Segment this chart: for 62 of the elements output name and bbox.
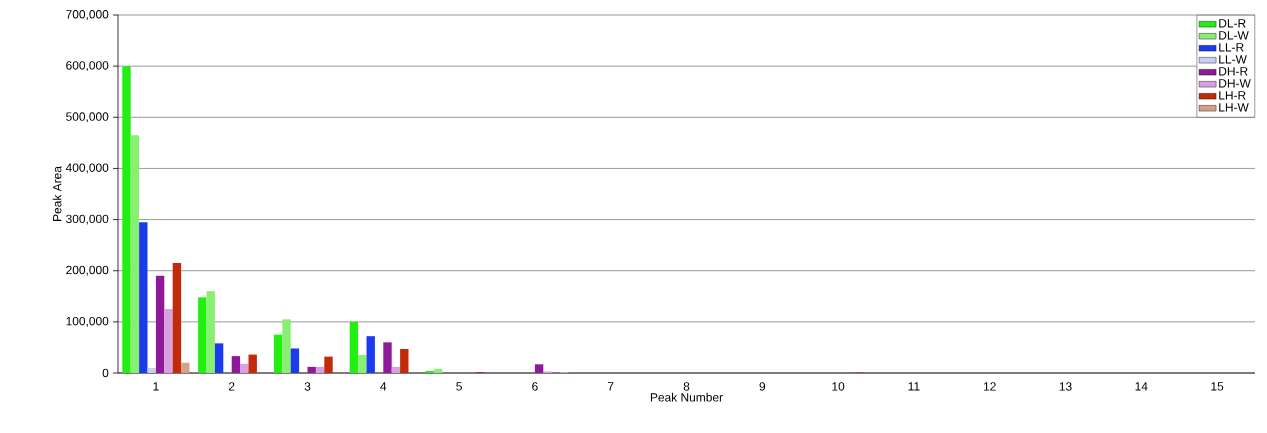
- legend-label: DL-R: [1219, 19, 1246, 28]
- bar: [324, 356, 333, 373]
- bar: [273, 334, 283, 373]
- bar: [290, 348, 300, 373]
- bar: [282, 319, 291, 373]
- x-tick-label: 11: [908, 382, 920, 391]
- x-tick-label: 10: [832, 382, 845, 391]
- y-tick-label: 100,000: [66, 316, 109, 327]
- y-tick-label: 400,000: [65, 163, 109, 174]
- bar: [358, 355, 367, 373]
- bar: [534, 364, 544, 373]
- bar: [231, 356, 241, 373]
- legend-label: DL-W: [1219, 31, 1249, 40]
- bar: [366, 336, 375, 373]
- legend-label: LL-W: [1219, 55, 1247, 64]
- bar: [155, 275, 165, 373]
- legend-label: LH-R: [1219, 91, 1246, 100]
- bar: [147, 367, 156, 373]
- bar: [139, 222, 148, 373]
- y-tick-label: 300,000: [66, 214, 109, 225]
- bar: [122, 66, 131, 373]
- bar: [198, 297, 207, 373]
- bar: [130, 135, 140, 373]
- bar: [315, 366, 325, 373]
- x-tick-label: 13: [1059, 382, 1072, 391]
- x-tick-label: 12: [983, 382, 996, 391]
- x-tick-label: 9: [759, 382, 766, 391]
- x-tick-label: 8: [683, 382, 690, 391]
- bar: [248, 354, 257, 373]
- legend-label: LH-W: [1219, 103, 1249, 112]
- bar: [240, 363, 249, 373]
- bar: [433, 368, 443, 373]
- x-tick-label: 14: [1135, 382, 1148, 391]
- y-axis-title: Peak Area: [52, 166, 62, 221]
- bar: [214, 343, 224, 373]
- y-tick-label: 700,000: [66, 10, 109, 20]
- bar: [391, 366, 401, 373]
- bar: [181, 362, 190, 373]
- x-tick-label: 2: [228, 382, 235, 391]
- legend-label: DH-R: [1219, 67, 1248, 76]
- bar: [206, 291, 215, 373]
- y-tick-label: 600,000: [66, 61, 109, 72]
- bar: [164, 309, 173, 373]
- y-tick-label: 0: [102, 368, 109, 378]
- x-tick-label: 7: [607, 382, 614, 391]
- bar: [425, 370, 434, 373]
- bar: [172, 263, 182, 373]
- legend-label: DH-W: [1219, 79, 1251, 88]
- bar: [400, 348, 409, 373]
- x-tick-label: 6: [532, 382, 538, 391]
- x-tick-label: 15: [1211, 382, 1224, 391]
- bar: [383, 342, 392, 373]
- x-tick-label: 3: [304, 382, 311, 391]
- x-tick-label: 5: [456, 382, 462, 391]
- x-tick-label: 1: [153, 382, 159, 391]
- legend-label: LL-R: [1219, 43, 1244, 52]
- y-tick-label: 500,000: [66, 112, 109, 123]
- bar: [307, 366, 316, 373]
- bar: [349, 321, 359, 373]
- x-tick-label: 4: [380, 382, 387, 391]
- y-tick-label: 200,000: [66, 265, 109, 276]
- x-axis-title: Peak Number: [650, 392, 723, 402]
